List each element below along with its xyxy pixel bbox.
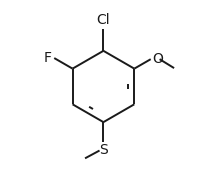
Text: F: F (44, 51, 52, 65)
Text: Cl: Cl (97, 14, 110, 27)
Text: S: S (99, 143, 108, 157)
Text: O: O (152, 52, 163, 66)
